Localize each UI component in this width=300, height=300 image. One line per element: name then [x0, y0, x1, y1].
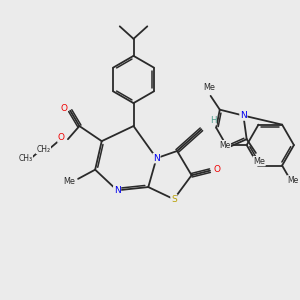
- Text: Me: Me: [219, 141, 230, 150]
- Text: S: S: [171, 195, 177, 204]
- Text: Me: Me: [287, 176, 299, 185]
- Text: O: O: [58, 133, 65, 142]
- Text: N: N: [153, 154, 160, 163]
- Text: CH₃: CH₃: [18, 154, 32, 163]
- Text: Me: Me: [253, 157, 265, 166]
- Text: N: N: [240, 111, 247, 120]
- Text: Me: Me: [63, 177, 75, 186]
- Text: N: N: [114, 186, 121, 195]
- Text: O: O: [60, 103, 67, 112]
- Text: Me: Me: [203, 83, 215, 92]
- Text: CH₂: CH₂: [36, 145, 50, 154]
- Text: H: H: [210, 116, 216, 125]
- Text: O: O: [214, 164, 221, 173]
